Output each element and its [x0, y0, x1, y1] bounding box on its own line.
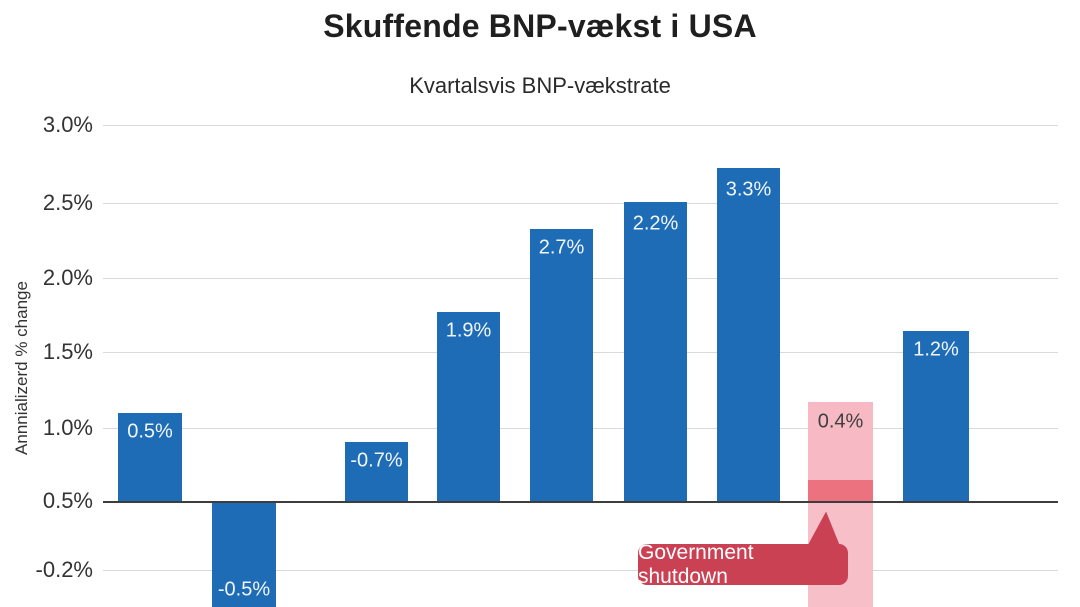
bar-value-label: 0.5% — [127, 420, 173, 443]
y-tick-label: 2.0% — [42, 265, 93, 290]
y-tick-label: -0.2% — [35, 557, 93, 582]
bar — [437, 312, 500, 501]
bar-value-label: 0.4% — [817, 410, 864, 433]
bar-value-label: 1.9% — [445, 319, 492, 342]
bar-value-label: -0.5% — [217, 578, 271, 601]
bar-value-label: 2.2% — [632, 212, 679, 235]
bar — [212, 501, 276, 607]
y-tick-label: 2.5% — [42, 190, 93, 215]
highlight-bar-segment — [808, 402, 873, 480]
x-axis-baseline — [103, 501, 1058, 503]
y-axis-label: Annnializerd % change — [12, 281, 31, 455]
gridline — [103, 570, 1058, 571]
y-tick-label: 1.5% — [42, 339, 93, 364]
chart-title: Skuffende BNP-vækst i USA — [323, 8, 757, 44]
annotation-callout: Government shutdown — [638, 541, 848, 588]
y-tick-label: 3.0% — [42, 112, 93, 137]
bar-value-label: 1.2% — [913, 338, 959, 361]
bar — [903, 331, 969, 501]
bar — [345, 442, 408, 501]
gridline — [103, 203, 1058, 204]
bar-value-label: -0.7% — [350, 449, 403, 472]
highlight-bar-segment — [808, 480, 873, 501]
gridline — [103, 125, 1058, 126]
annotation-label: Government shutdown — [638, 540, 754, 588]
y-tick-label: 1.0% — [42, 415, 93, 440]
bar — [530, 229, 593, 501]
bar — [118, 413, 182, 501]
bar-value-label: 2.7% — [538, 236, 585, 259]
chart-subtitle: Kvartalsvis BNP-vækstrate — [409, 73, 671, 98]
y-tick-label: 0.5% — [42, 488, 93, 513]
bar — [717, 168, 780, 501]
bar — [624, 202, 687, 501]
bar-value-label: 3.3% — [725, 178, 772, 201]
